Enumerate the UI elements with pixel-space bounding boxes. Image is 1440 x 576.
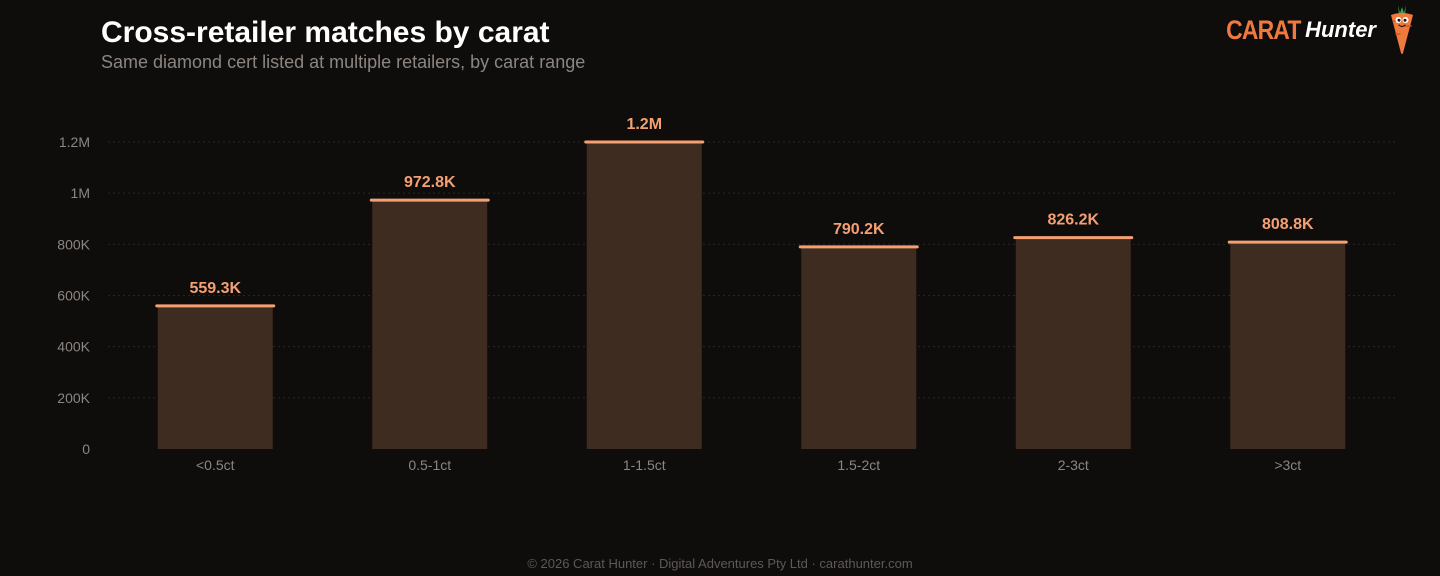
y-tick-label: 1M [71,185,90,201]
bar-value-label: 808.8K [1262,216,1314,233]
x-tick-label: <0.5ct [196,457,235,473]
x-tick-label: 1.5-2ct [837,457,880,473]
bar-value-label: 1.2M [626,116,662,133]
y-tick-label: 0 [82,441,90,457]
x-tick-label: >3ct [1274,457,1301,473]
chart-title: Cross-retailer matches by carat [101,16,550,49]
x-tick-label: 0.5-1ct [408,457,451,473]
chart-subtitle: Same diamond cert listed at multiple ret… [101,52,586,72]
brand-wordmark-carat: CARAT [1225,14,1301,45]
bar [1015,237,1131,449]
bars: 559.3K 972.8K 1.2M 790.2K 826.2K 808.8K [155,116,1348,449]
bar [157,305,273,449]
x-tick-label: 2-3ct [1058,457,1089,473]
y-tick-label: 200K [57,390,90,406]
y-tick-label: 400K [57,339,90,355]
gridlines [108,141,1395,399]
y-tick-label: 1.2M [59,134,90,150]
y-axis: 0 200K 400K 600K 800K 1M 1.2M [57,134,90,457]
bar-value-label: 790.2K [833,221,885,238]
bar [372,200,488,449]
brand-wordmark-hunter: Hunter [1305,17,1376,42]
y-tick-label: 600K [57,288,90,304]
bar [801,246,917,449]
bar-value-label: 826.2K [1047,212,1099,229]
bar-value-label: 972.8K [404,174,456,191]
y-tick-label: 800K [57,236,90,252]
bar-value-label: 559.3K [189,280,241,297]
brand-logo: CARAT Hunter [1213,0,1418,60]
footer-credits: © 2026 Carat Hunter · Digital Adventures… [527,556,913,571]
x-axis: <0.5ct 0.5-1ct 1-1.5ct 1.5-2ct 2-3ct >3ct [196,457,1301,473]
bar [586,142,702,449]
x-tick-label: 1-1.5ct [623,457,666,473]
bar [1230,242,1346,449]
carrot-mascot-icon [1391,5,1413,54]
